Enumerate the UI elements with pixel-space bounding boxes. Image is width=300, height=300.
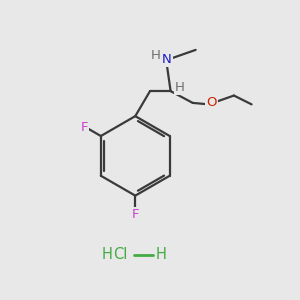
Text: H: H: [102, 247, 113, 262]
Text: Cl: Cl: [113, 247, 128, 262]
Text: H: H: [175, 81, 185, 94]
Text: H: H: [151, 49, 161, 62]
Text: F: F: [80, 121, 88, 134]
Text: F: F: [131, 208, 139, 221]
Text: N: N: [162, 53, 172, 66]
Text: O: O: [206, 95, 217, 109]
Text: H: H: [156, 247, 167, 262]
